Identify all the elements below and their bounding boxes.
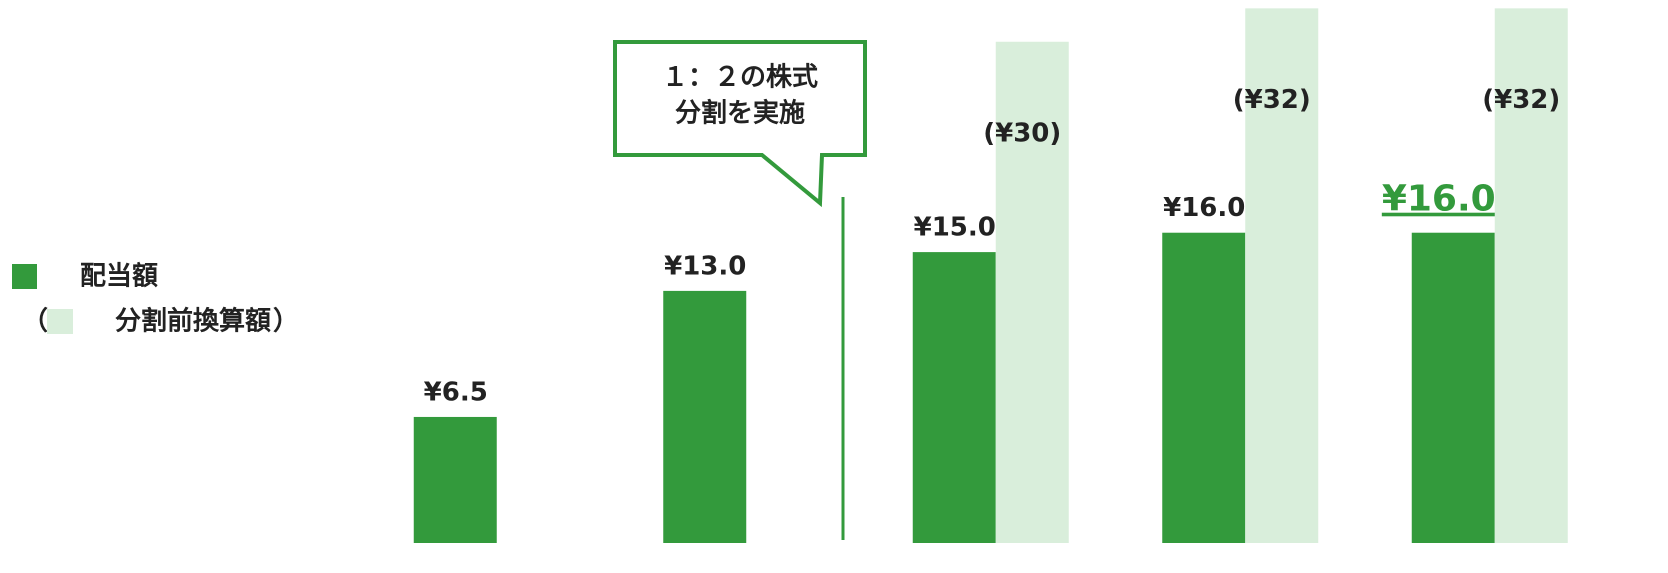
legend-paren: （ [22, 307, 48, 337]
value-label: (¥30) [983, 118, 1061, 148]
bar [995, 41, 1069, 544]
legend-label: 配当額 [80, 262, 158, 292]
bar [1162, 232, 1246, 543]
legend-label: 分割前換算額 [115, 306, 271, 337]
value-label: (¥32) [1233, 85, 1311, 115]
value-label: ¥15.0 [914, 213, 996, 243]
legend-swatch [47, 309, 73, 334]
value-label: ¥16.0 [1382, 179, 1496, 220]
value-label: ¥16.0 [1163, 193, 1245, 223]
callout [613, 40, 867, 208]
value-label: ¥6.5 [424, 377, 488, 407]
annotation: 分割を実施 [675, 98, 805, 129]
bar [413, 416, 497, 543]
annotation: １：２の株式 [662, 63, 818, 93]
value-label: ¥13.0 [664, 251, 746, 281]
legend-swatch [12, 264, 37, 289]
bar [1411, 232, 1495, 543]
value-label: (¥32) [1482, 85, 1560, 115]
bar [912, 252, 996, 543]
bar [663, 290, 747, 543]
bar [1245, 8, 1319, 544]
legend-paren: ） [273, 307, 299, 337]
bar [1494, 8, 1568, 544]
